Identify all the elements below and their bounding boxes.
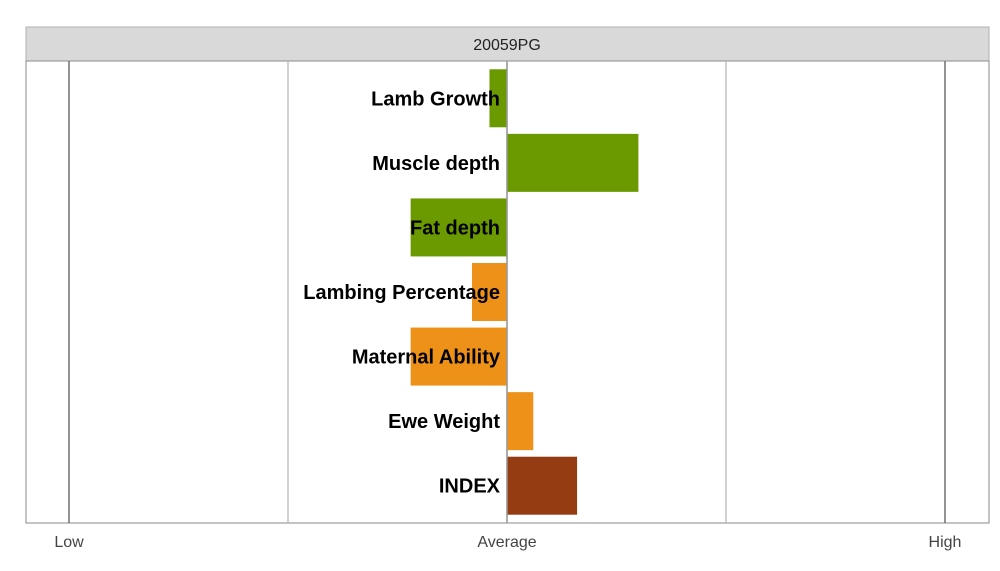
category-label-1: Muscle depth xyxy=(372,153,500,175)
x-tick-label-1: Average xyxy=(477,534,536,551)
category-label-3: Lambing Percentage xyxy=(303,282,500,304)
bar-6 xyxy=(507,456,578,515)
bar-2 xyxy=(410,198,507,257)
bar-5 xyxy=(507,392,534,451)
bars xyxy=(410,61,639,523)
x-tick-label-0: Low xyxy=(54,534,84,551)
chart-title: 20059PG xyxy=(473,37,541,54)
x-tick-label-2: High xyxy=(929,534,962,551)
bar-0 xyxy=(489,69,507,128)
category-label-2: Fat depth xyxy=(410,217,500,239)
category-label-6: INDEX xyxy=(439,476,501,498)
facet-strip xyxy=(25,26,990,62)
category-label-5: Ewe Weight xyxy=(388,411,500,433)
category-label-4: Maternal Ability xyxy=(352,347,501,369)
category-labels: Lamb Growth Muscle depth Fat depth Lambing … xyxy=(303,88,501,497)
x-axis-ticks: Low Average High xyxy=(54,534,961,551)
bar-1 xyxy=(507,133,639,192)
bar-3 xyxy=(471,263,507,321)
category-label-0: Lamb Growth xyxy=(371,88,500,110)
bar-4 xyxy=(410,327,507,386)
